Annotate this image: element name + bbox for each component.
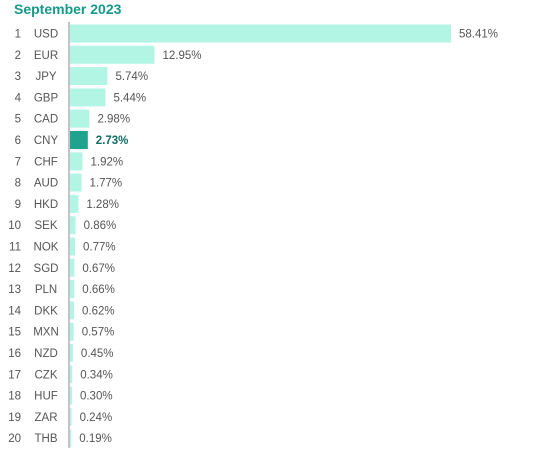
bar-eur <box>70 45 155 64</box>
category-label: CZK <box>35 369 58 381</box>
rank-label: 18 <box>8 391 21 403</box>
value-label: 1.77% <box>90 178 123 190</box>
rank-label: 14 <box>8 305 21 317</box>
rank-label: 15 <box>8 327 21 339</box>
category-label: NOK <box>34 242 59 254</box>
category-label: CAD <box>34 114 58 126</box>
category-label: HUF <box>34 391 58 403</box>
value-label: 0.67% <box>82 263 115 275</box>
value-label: 58.41% <box>459 29 498 41</box>
value-label: 1.28% <box>86 199 119 211</box>
chart-title: September 2023 <box>14 1 122 17</box>
rank-label: 16 <box>8 348 21 360</box>
bar-nzd <box>70 344 73 362</box>
value-label: 5.44% <box>113 92 146 104</box>
bar-thb <box>70 429 72 448</box>
bar-sek <box>70 216 76 235</box>
category-label: SEK <box>34 220 57 232</box>
bar-pln <box>70 280 75 299</box>
bar-mxn <box>70 322 74 341</box>
bar-huf <box>70 386 72 405</box>
rank-label: 7 <box>15 156 21 168</box>
category-label: DKK <box>34 305 58 317</box>
category-label: MXN <box>33 327 59 339</box>
value-label: 1.92% <box>91 156 124 168</box>
value-label: 2.98% <box>97 114 130 126</box>
bar-aud <box>70 173 82 192</box>
rank-label: 4 <box>15 92 22 104</box>
bar-usd <box>70 24 451 43</box>
value-label: 0.62% <box>82 305 115 317</box>
category-label: PLN <box>35 284 57 296</box>
bar-hkd <box>70 194 79 213</box>
rank-label: 17 <box>8 369 21 381</box>
bar-chf <box>70 152 83 171</box>
bar-sgd <box>70 258 75 277</box>
rank-label: 2 <box>15 50 21 62</box>
rank-label: 20 <box>8 433 21 445</box>
value-label: 0.24% <box>80 412 113 424</box>
category-label: USD <box>34 29 58 41</box>
category-label: CHF <box>34 156 58 168</box>
rank-label: 13 <box>8 284 21 296</box>
value-label: 0.77% <box>83 242 116 254</box>
value-label: 0.57% <box>82 327 115 339</box>
bar-gbp <box>70 88 106 107</box>
value-label: 0.30% <box>80 391 113 403</box>
category-label: HKD <box>34 199 58 211</box>
rank-label: 1 <box>15 29 21 41</box>
rank-label: 6 <box>15 135 21 147</box>
value-label: 0.34% <box>80 369 113 381</box>
value-label: 0.45% <box>81 348 114 360</box>
category-label: GBP <box>34 92 59 104</box>
rank-label: 19 <box>8 412 21 424</box>
rank-label: 8 <box>15 178 21 190</box>
rank-label: 10 <box>8 220 21 232</box>
category-label: THB <box>35 433 58 445</box>
rank-label: 11 <box>9 242 21 254</box>
category-label: JPY <box>35 71 56 83</box>
rank-label: 3 <box>15 71 21 83</box>
value-label: 0.66% <box>82 284 115 296</box>
bar-czk <box>70 365 73 384</box>
rank-label: 5 <box>15 114 21 126</box>
bar-cad <box>70 109 90 128</box>
category-label: CNY <box>34 135 59 147</box>
category-label: SGD <box>34 263 59 275</box>
bar-nok <box>70 237 76 256</box>
category-label: NZD <box>34 348 58 360</box>
value-label: 0.86% <box>84 220 117 232</box>
bar-jpy <box>70 67 108 86</box>
value-label: 12.95% <box>162 50 201 62</box>
bar-dkk <box>70 301 75 320</box>
value-label: 0.19% <box>79 433 112 445</box>
value-label: 2.73% <box>96 135 129 147</box>
category-label: EUR <box>34 50 58 62</box>
bar-cny <box>70 131 88 149</box>
rank-label: 12 <box>8 263 21 275</box>
bar-zar <box>70 407 72 426</box>
category-label: AUD <box>34 178 58 190</box>
category-label: ZAR <box>35 412 58 424</box>
rank-label: 9 <box>15 199 21 211</box>
value-label: 5.74% <box>115 71 148 83</box>
